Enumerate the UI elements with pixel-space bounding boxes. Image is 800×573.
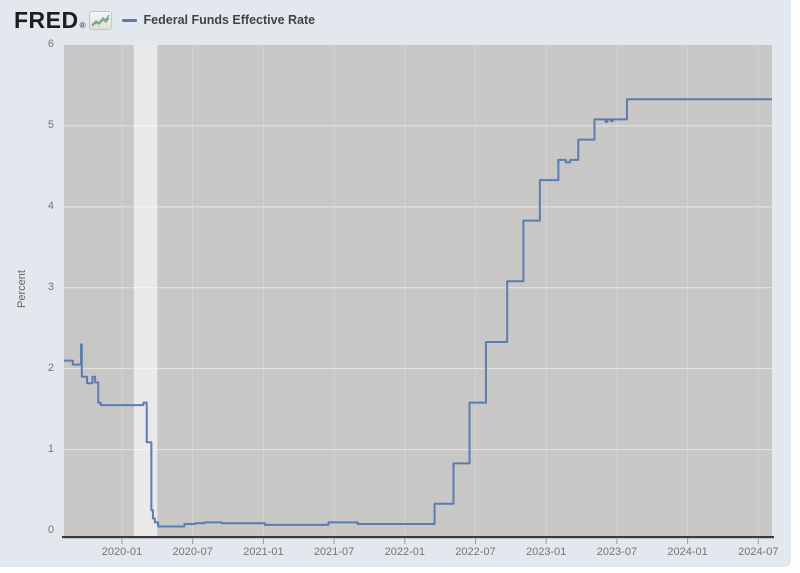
fred-logo: FRED xyxy=(14,6,79,33)
x-tick-label: 2021-07 xyxy=(313,546,355,558)
legend-line-swatch xyxy=(121,18,137,22)
y-tick-label: 3 xyxy=(47,281,54,294)
x-tick-label: 2020-01 xyxy=(101,546,143,558)
x-tick-label: 2023-01 xyxy=(526,546,567,558)
y-tick-label: 2 xyxy=(47,362,54,375)
chart-panel: FRED ® Federal Funds Effective Rate Perc… xyxy=(0,0,791,567)
x-tick-label: 2022-07 xyxy=(455,546,496,558)
legend-label: Federal Funds Effective Rate xyxy=(143,13,316,27)
x-tick-label: 2020-07 xyxy=(172,546,213,558)
x-tick-label: 2022-01 xyxy=(384,546,425,558)
y-tick-label: 4 xyxy=(47,200,54,213)
y-tick-label: 1 xyxy=(47,443,54,456)
legend: Federal Funds Effective Rate xyxy=(121,13,316,27)
x-tick-label: 2024-01 xyxy=(667,546,708,558)
x-tick-label: 2024-07 xyxy=(738,546,779,558)
chart-header: FRED ® Federal Funds Effective Rate xyxy=(14,7,315,33)
x-tick-label: 2023-07 xyxy=(596,546,638,558)
y-tick-label: 0 xyxy=(47,524,54,536)
x-tick-label: 2021-01 xyxy=(243,546,284,558)
y-tick-label: 6 xyxy=(47,38,54,51)
registered-mark-icon: ® xyxy=(79,21,86,30)
fred-sparkline-icon xyxy=(88,10,112,30)
y-tick-label: 5 xyxy=(47,119,54,132)
